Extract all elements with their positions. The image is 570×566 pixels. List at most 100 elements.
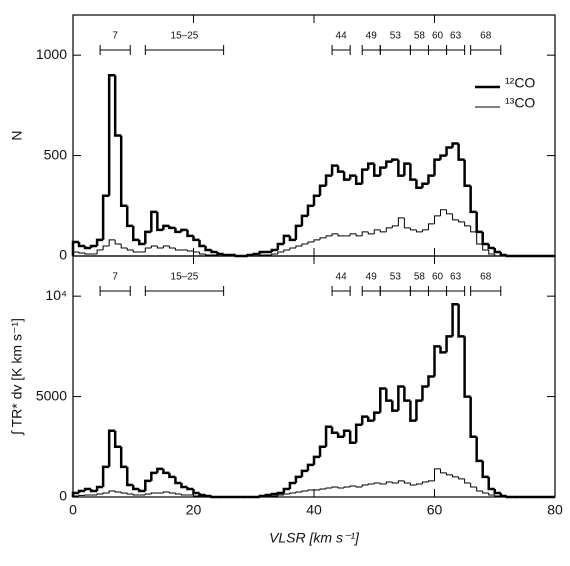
- histogram-step: [271, 253, 278, 255]
- histogram-step: [288, 481, 296, 489]
- histogram-step: [463, 159, 471, 187]
- range-label: 60: [432, 31, 444, 42]
- histogram-step: [204, 494, 212, 498]
- x-tick-label: 60: [427, 502, 443, 518]
- histogram-step: [397, 217, 405, 226]
- histogram-step: [469, 396, 477, 438]
- histogram-step: [415, 229, 423, 233]
- histogram-step: [162, 468, 170, 475]
- histogram-step: [301, 490, 308, 492]
- histogram-step: [415, 399, 423, 421]
- histogram-step: [487, 243, 495, 250]
- histogram-step: [421, 229, 429, 232]
- histogram-step: [481, 460, 489, 479]
- histogram-step: [108, 490, 116, 493]
- histogram-step: [476, 486, 483, 492]
- histogram-step: [391, 481, 399, 484]
- histogram-step: [168, 491, 176, 494]
- histogram-step: [150, 492, 158, 494]
- histogram-step: [427, 174, 435, 184]
- histogram-step: [367, 231, 375, 235]
- histogram-step: [373, 482, 381, 484]
- histogram-step: [331, 233, 339, 236]
- histogram-step: [180, 228, 188, 232]
- histogram-step: [445, 146, 453, 156]
- range-label: 7: [112, 272, 118, 283]
- histogram-step: [439, 346, 447, 354]
- histogram-step: [258, 250, 266, 254]
- histogram-step: [306, 463, 314, 471]
- histogram-step: [421, 182, 429, 188]
- histogram-step: [168, 472, 176, 479]
- histogram-step: [282, 234, 290, 244]
- histogram-step: [385, 227, 393, 232]
- histogram-step: [192, 235, 200, 242]
- histogram-step: [101, 465, 110, 487]
- range-label: 49: [366, 31, 378, 42]
- range-label: 58: [414, 272, 426, 283]
- histogram-step: [101, 194, 110, 240]
- histogram-step: [150, 245, 158, 248]
- histogram-step: [475, 211, 483, 234]
- y-tick-label: 5000: [36, 387, 67, 403]
- histogram-step: [300, 214, 308, 226]
- histogram-step: [114, 239, 122, 245]
- histogram-step: [113, 75, 122, 137]
- histogram-step: [354, 423, 363, 443]
- histogram-step: [276, 242, 284, 250]
- histogram-step: [493, 247, 501, 254]
- histogram-step: [434, 468, 441, 481]
- histogram-step: [252, 252, 260, 256]
- histogram-step: [307, 241, 314, 244]
- histogram-step: [107, 74, 116, 196]
- histogram-step: [168, 245, 176, 249]
- histogram-step: [193, 494, 200, 497]
- histogram-step: [95, 485, 104, 491]
- range-label: 44: [336, 272, 348, 283]
- histogram-step: [355, 233, 363, 237]
- histogram-step: [324, 174, 333, 186]
- histogram-step: [193, 250, 200, 253]
- histogram-step: [312, 455, 321, 465]
- histogram-step: [366, 162, 375, 170]
- histogram-step: [348, 430, 357, 445]
- histogram-step: [313, 239, 321, 242]
- range-label: 49: [366, 272, 378, 283]
- range-label: 44: [336, 31, 348, 42]
- histogram-step: [342, 429, 351, 437]
- histogram-step: [318, 445, 327, 457]
- histogram-step: [379, 482, 387, 485]
- histogram-step: [102, 492, 110, 494]
- range-label: 15–25: [171, 272, 199, 283]
- histogram-step: [222, 253, 230, 257]
- range-label: 68: [480, 31, 492, 42]
- histogram-step: [282, 487, 290, 493]
- y-axis-label: N: [9, 130, 25, 140]
- range-label: 53: [390, 31, 402, 42]
- histogram-step: [403, 480, 411, 484]
- range-label: 63: [450, 272, 462, 283]
- histogram-step: [312, 194, 321, 206]
- histogram-step: [379, 229, 387, 233]
- range-label: 60: [432, 272, 444, 283]
- histogram-step: [331, 486, 339, 488]
- histogram-step: [500, 495, 507, 498]
- histogram-step: [108, 239, 116, 246]
- histogram-step: [385, 481, 393, 484]
- histogram-step: [385, 388, 393, 402]
- histogram-step: [77, 489, 86, 493]
- x-axis-label: VLSR [km s⁻¹]: [269, 530, 360, 546]
- histogram-step: [319, 488, 327, 490]
- histogram-step: [354, 175, 363, 185]
- histogram-step: [336, 165, 345, 173]
- histogram-step: [277, 251, 284, 254]
- histogram-step: [84, 252, 92, 255]
- histogram-step: [421, 385, 429, 401]
- histogram-step: [174, 247, 182, 251]
- histogram-step: [342, 171, 351, 181]
- range-label: 15–25: [171, 31, 199, 42]
- histogram-step: [192, 488, 200, 495]
- histogram-step: [289, 247, 296, 250]
- histogram-step: [482, 243, 489, 251]
